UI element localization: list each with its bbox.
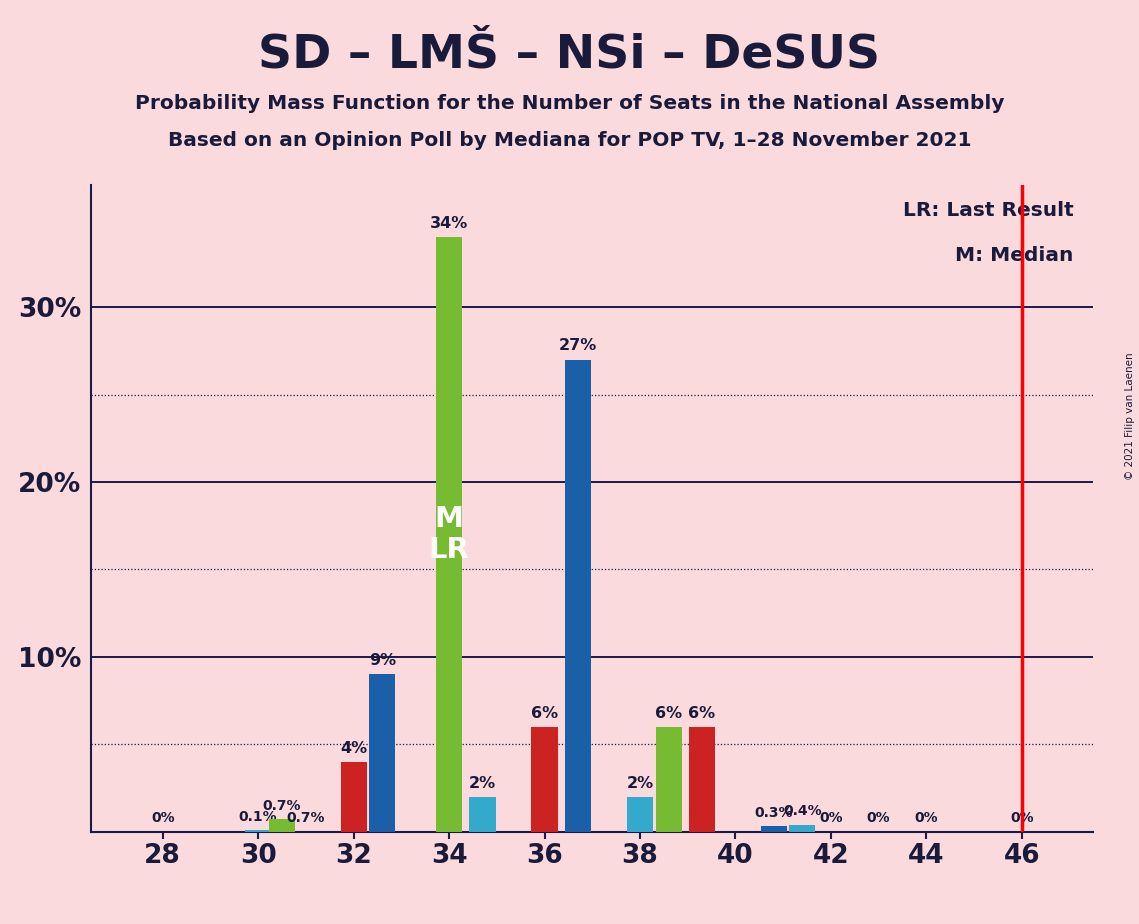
Bar: [689, 726, 715, 832]
Text: 6%: 6%: [688, 706, 715, 721]
Text: Based on an Opinion Poll by Mediana for POP TV, 1–28 November 2021: Based on an Opinion Poll by Mediana for …: [167, 131, 972, 151]
Text: SD – LMŠ – NSi – DeSUS: SD – LMŠ – NSi – DeSUS: [259, 32, 880, 78]
Bar: [626, 796, 653, 832]
Text: M
LR: M LR: [428, 505, 469, 564]
Text: 0%: 0%: [150, 811, 174, 825]
Bar: [245, 830, 271, 832]
Text: 9%: 9%: [369, 653, 396, 668]
Text: 2%: 2%: [469, 775, 497, 791]
Text: 2%: 2%: [626, 775, 654, 791]
Text: 34%: 34%: [429, 216, 468, 231]
Bar: [656, 726, 682, 832]
Bar: [436, 237, 462, 832]
Bar: [789, 824, 816, 832]
Bar: [469, 796, 495, 832]
Bar: [369, 675, 395, 832]
Text: LR: Last Result: LR: Last Result: [902, 201, 1073, 220]
Text: 6%: 6%: [531, 706, 558, 721]
Bar: [761, 826, 787, 832]
Bar: [269, 820, 295, 832]
Text: 0%: 0%: [915, 811, 939, 825]
Bar: [565, 359, 591, 832]
Text: Probability Mass Function for the Number of Seats in the National Assembly: Probability Mass Function for the Number…: [134, 94, 1005, 114]
Text: © 2021 Filip van Laenen: © 2021 Filip van Laenen: [1125, 352, 1134, 480]
Text: M: Median: M: Median: [954, 246, 1073, 265]
Text: 0.7%: 0.7%: [263, 799, 302, 813]
Text: 0.1%: 0.1%: [239, 809, 278, 823]
Bar: [532, 726, 558, 832]
Bar: [341, 761, 367, 832]
Text: 6%: 6%: [655, 706, 682, 721]
Text: 0%: 0%: [867, 811, 891, 825]
Text: 0.4%: 0.4%: [782, 805, 821, 819]
Text: 4%: 4%: [341, 740, 367, 756]
Text: 0%: 0%: [1010, 811, 1034, 825]
Text: 27%: 27%: [559, 338, 597, 354]
Text: 0.7%: 0.7%: [287, 811, 325, 825]
Text: 0.3%: 0.3%: [754, 807, 793, 821]
Text: 0%: 0%: [819, 811, 843, 825]
